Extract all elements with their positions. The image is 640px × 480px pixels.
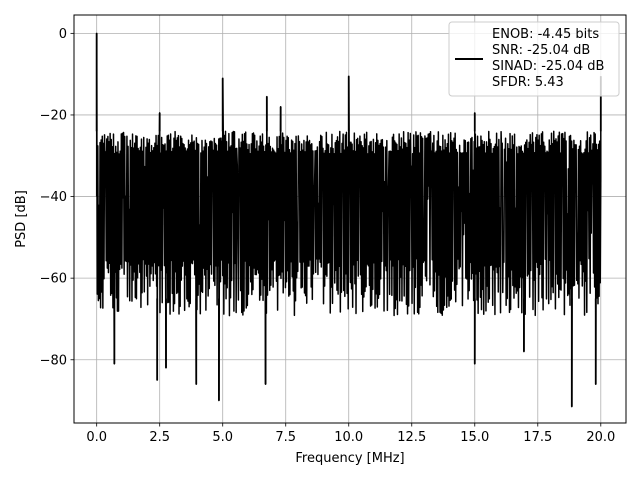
psd-trace <box>95 32 602 408</box>
x-tick-label: 12.5 <box>397 430 426 445</box>
legend-box <box>448 21 620 97</box>
legend-sinad: SINAD: -25.04 dB <box>492 59 604 74</box>
axes-frame <box>73 14 627 424</box>
legend-sfdr: SFDR: 5.43 <box>492 75 564 90</box>
y-tick-label: −60 <box>40 272 67 287</box>
legend: ENOB: -4.45 bits SNR: -25.04 dB SINAD: -… <box>448 21 620 97</box>
legend-snr: SNR: -25.04 dB <box>492 43 590 58</box>
legend-enob: ENOB: -4.45 bits <box>492 27 599 42</box>
y-tick-label: −80 <box>40 353 67 368</box>
y-tick-label: 0 <box>59 27 67 42</box>
y-tick-label: −40 <box>40 190 67 205</box>
x-tick-label: 0.0 <box>86 430 107 445</box>
y-tick-label: −20 <box>40 108 67 123</box>
x-tick-label: 17.5 <box>523 430 552 445</box>
y-axis-label: PSD [dB] <box>14 190 29 248</box>
x-axis-label: Frequency [MHz] <box>295 451 404 466</box>
x-tick-label: 5.0 <box>212 430 233 445</box>
x-tick-label: 7.5 <box>275 430 296 445</box>
axis-ticks <box>70 32 602 427</box>
x-tick-label: 2.5 <box>149 430 170 445</box>
x-tick-label: 20.0 <box>586 430 615 445</box>
psd-series <box>95 32 602 408</box>
x-tick-label: 15.0 <box>460 430 489 445</box>
axis-tick-labels: 0.0 2.5 5.0 7.5 10.0 12.5 15.0 17.5 20.0 0 −20 −40 −… <box>40 27 616 445</box>
x-tick-label: 10.0 <box>334 430 363 445</box>
